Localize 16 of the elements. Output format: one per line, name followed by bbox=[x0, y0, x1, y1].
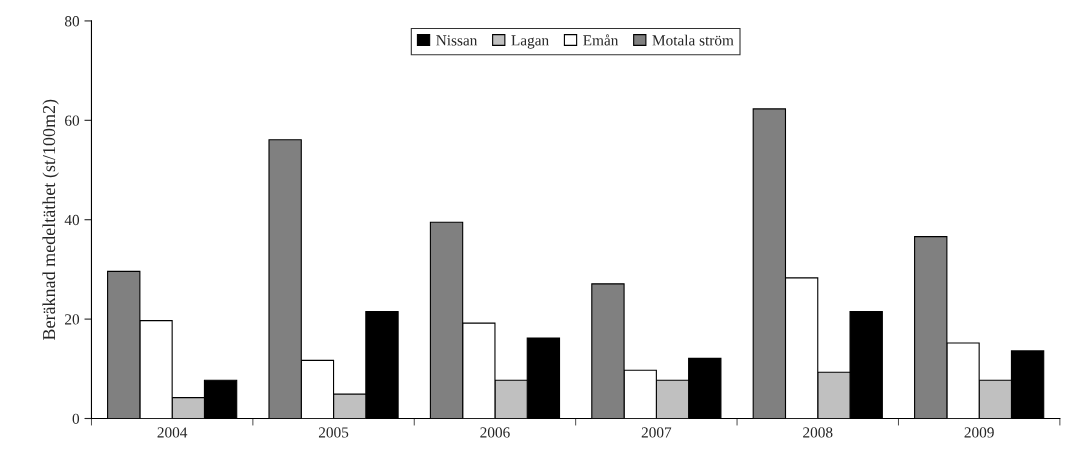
y-tick-label: 40 bbox=[64, 214, 80, 226]
x-tick-label: 2005 bbox=[318, 427, 349, 438]
y-tick-label: 0 bbox=[72, 413, 80, 424]
x-tick-label: 2009 bbox=[964, 427, 994, 438]
x-tick-label: 2007 bbox=[641, 427, 672, 438]
x-tick-label: 2008 bbox=[803, 427, 833, 438]
legend-label: Lagan bbox=[511, 35, 549, 49]
y-tick-label: 20 bbox=[65, 314, 80, 325]
x-tick-label: 2004 bbox=[157, 427, 188, 438]
y-axis-title: Beräknad medeltäthet (st/100m2) bbox=[42, 99, 59, 341]
legend-label: Emån bbox=[583, 34, 619, 46]
legend-label: Motala ström bbox=[652, 34, 734, 46]
legend-label: Nissan bbox=[436, 35, 478, 46]
x-tick-label: 2006 bbox=[480, 427, 510, 438]
y-tick-label: 80 bbox=[64, 16, 80, 27]
y-tick-label: 60 bbox=[65, 115, 80, 126]
